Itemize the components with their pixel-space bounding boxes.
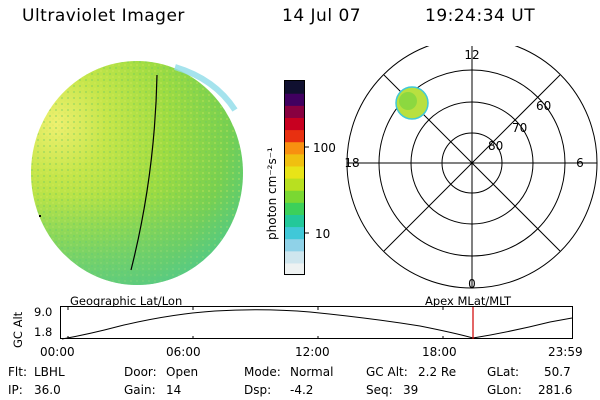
timeline-tick-0000: 00:00 [40, 345, 75, 359]
timeline-tick-2359: 23:59 [548, 345, 583, 359]
timeline-right-title: Apex MLat/MLT [425, 294, 512, 308]
colorbar-cell [285, 262, 304, 276]
image-date: 14 Jul 07 [282, 6, 362, 26]
colorbar-cell [285, 214, 304, 228]
door-label: Door: [124, 365, 157, 379]
colorbar-cell [285, 178, 304, 191]
dsp-value: -4.2 [290, 383, 314, 397]
ip-value: 36.0 [34, 383, 61, 397]
colorbar [284, 80, 309, 276]
gain-value: 14 [166, 383, 182, 397]
colorbar-cell [285, 129, 304, 143]
colorbar-cell [285, 81, 304, 94]
timeline-left-title: Geographic Lat/Lon [70, 294, 183, 308]
colorbar-cell [285, 117, 304, 131]
glat-label: GLat: [487, 365, 520, 379]
timeline-tick-0600: 06:00 [166, 345, 201, 359]
flt-label: Flt: [8, 365, 27, 379]
colorbar-cell [285, 93, 304, 106]
gcalt-label: GC Alt: [366, 365, 408, 379]
dsp-label: Dsp: [244, 383, 272, 397]
door-value: Open [166, 365, 199, 379]
colorbar-cell [285, 226, 304, 240]
timeline-y-min: 1.8 [34, 325, 53, 339]
terminator-line [130, 74, 158, 271]
colorbar-tick-10: 10 [315, 227, 331, 241]
geographic-image [31, 61, 243, 285]
timeline-plot [60, 306, 573, 340]
app-title: Ultraviolet Imager [22, 6, 185, 26]
ip-label: IP: [8, 383, 23, 397]
mlt-label-12: 12 [464, 48, 479, 62]
glon-value: 281.6 [538, 383, 573, 397]
polar-plot: 12 0 18 6 80 70 60 [344, 46, 598, 291]
colorbar-cell [285, 202, 304, 215]
mlt-label-0: 0 [468, 277, 476, 291]
colorbar-unit-label: photon cm⁻²s⁻¹ [265, 147, 279, 240]
colorbar-cell [285, 153, 304, 167]
gcalt-value: 2.2 Re [418, 365, 457, 379]
colorbar-cell [285, 250, 304, 264]
lat-label-60: 60 [536, 99, 551, 113]
colorbar-cell [285, 238, 304, 252]
colorbar-cell [285, 141, 304, 155]
image-time: 19:24:34 UT [425, 6, 536, 26]
glon-label: GLon: [487, 383, 522, 397]
timeline-y-max: 9.0 [34, 305, 53, 319]
mlt-label-18: 18 [344, 156, 359, 170]
mode-label: Mode: [244, 365, 281, 379]
timeline-y-axis-label: GC Alt [11, 311, 25, 348]
timeline-tick-1800: 18:00 [422, 345, 457, 359]
flt-value: LBHL [34, 365, 65, 379]
seq-label: Seq: [366, 383, 393, 397]
mode-value: Normal [290, 365, 334, 379]
lat-label-70: 70 [512, 121, 527, 135]
timeline-tick-1200: 12:00 [295, 345, 330, 359]
colorbar-cell [285, 190, 304, 203]
lat-label-80: 80 [488, 139, 503, 153]
gain-label: Gain: [124, 383, 156, 397]
auroral-patch [395, 86, 429, 120]
colorbar-cell [285, 105, 304, 118]
seq-value: 39 [403, 383, 419, 397]
colorbar-cell [285, 165, 304, 179]
mlt-label-6: 6 [576, 156, 584, 170]
colorbar-tick-100: 100 [313, 141, 336, 155]
glat-value: 50.7 [544, 365, 571, 379]
